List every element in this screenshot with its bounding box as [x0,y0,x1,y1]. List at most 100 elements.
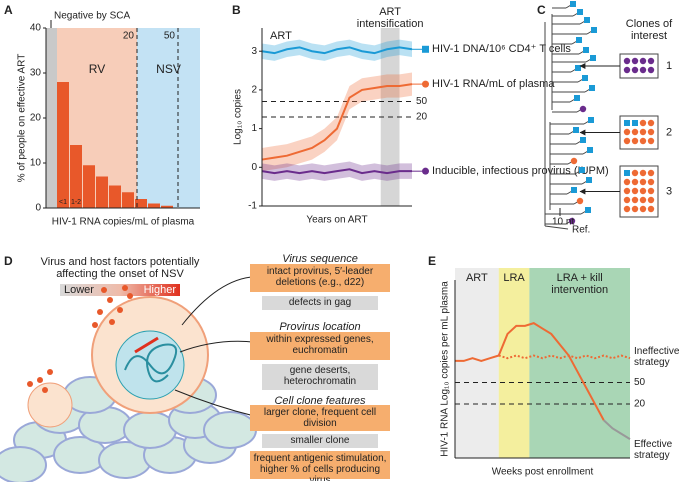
virion [107,297,113,303]
high-factor-box: within expressed genes, euchromatin [266,334,374,356]
leaf [579,167,585,173]
virion [27,381,33,387]
clone-dot [631,178,639,186]
clone-number: 1 [666,60,672,72]
legend-label-box: HIV-1 RNA/mL of plasma [432,78,555,91]
y-tick-label: 0 [251,162,257,173]
region [137,28,200,208]
region-label-box: ART [466,272,488,284]
cell [0,446,47,482]
clone-dot [639,128,647,136]
category-label: 1-2 [71,199,81,206]
panel-label: D [4,254,13,268]
scale-label: 10 nt [552,217,574,228]
clone-dot [624,120,630,126]
high-box [250,264,390,292]
leaf [570,157,578,165]
region-label: LRA + kill intervention [551,272,609,296]
clone-dot [623,205,631,213]
y-axis-label: HIV-1 RNA Log₁₀ copies per mL plasma [440,281,451,457]
legend-marker [422,80,429,88]
clone-dot [639,57,647,65]
high-factor-box: larger clone, frequent cell division [264,407,376,429]
bar [109,185,121,208]
clone-dot [639,169,647,177]
x-axis-label: Weeks post enrollment [492,467,594,478]
leaf [568,217,576,225]
region-label-box: LRA [503,272,525,284]
region [529,268,630,458]
leaf [582,75,588,81]
scale-low: Lower [64,284,94,296]
clone-dot [623,137,631,145]
legend-marker [422,167,429,175]
series-label-box: Ineffective strategy [634,346,679,368]
tree-title-box: Clones of interest [626,18,672,42]
bar [135,199,147,208]
legend-label: HIV-1 RNA/mL of plasma [432,78,555,91]
group-heading: Provirus location [279,322,361,333]
root-line [544,225,569,230]
clone-dot [647,187,655,195]
clone-dot [647,57,655,65]
region-label: RV [89,62,105,76]
leaf [588,117,594,123]
clone-dot [647,196,655,204]
bar [148,203,160,208]
group-heading-box: Virus sequence [282,254,358,265]
reference-label: 20 [416,112,428,123]
bar [122,192,134,208]
y-tick-label: 0 [35,203,41,214]
scale-high: Higher [144,284,177,296]
leaf [580,137,586,143]
leaf [576,197,584,205]
reference-label: 50 [416,96,428,107]
y-tick-label: 2 [251,85,257,96]
clone-dot [623,187,631,195]
leaf [577,9,583,15]
region [498,268,530,458]
region-label: LRA [503,272,525,284]
high-box [250,332,390,360]
clone-dot [639,137,647,145]
group-heading-box: Provirus location [279,322,361,333]
clone-dot [623,178,631,186]
y-tick-label: 1 [251,123,257,134]
low-factor-box: gene deserts, heterochromatin [284,365,356,387]
line [455,322,605,421]
legend-label-box: HIV-1 DNA/10⁶ CD4⁺ T cells [432,43,571,55]
virion [37,377,43,383]
virion [92,322,98,328]
group-heading: Virus sequence [282,254,358,265]
clone-dot [631,128,639,136]
high-factor: within expressed genes, euchromatin [266,334,374,356]
virion [109,319,115,325]
region-label: Negative by SCA [54,11,130,22]
leaf [570,1,576,7]
clone-dot [639,119,647,127]
region-label: ART intensification [356,6,424,30]
leaf [576,37,582,43]
virion [122,285,128,291]
leaf [585,207,591,213]
x-axis-label: Years on ART [306,215,367,226]
threshold-label: 50 [164,31,176,42]
region [46,28,57,208]
low-factor-box: defects in gag [289,297,351,308]
clone-dot [623,196,631,204]
diagram-title: Virus and host factors potentially affec… [40,256,200,280]
clone-dot [647,178,655,186]
clone-dot [639,205,647,213]
clone-dot [639,66,647,74]
high-factor: frequent antigenic stimulation, higher %… [253,453,387,481]
small-cell [27,382,73,428]
leaf [584,17,590,23]
clone-dot [639,178,647,186]
line [261,83,413,161]
x-axis-label: HIV-1 RNA copies/mL of plasma [52,217,195,228]
threshold-label: 20 [123,31,135,42]
virion [47,369,53,375]
leaf [586,177,592,183]
y-tick-label: 3 [251,46,257,57]
